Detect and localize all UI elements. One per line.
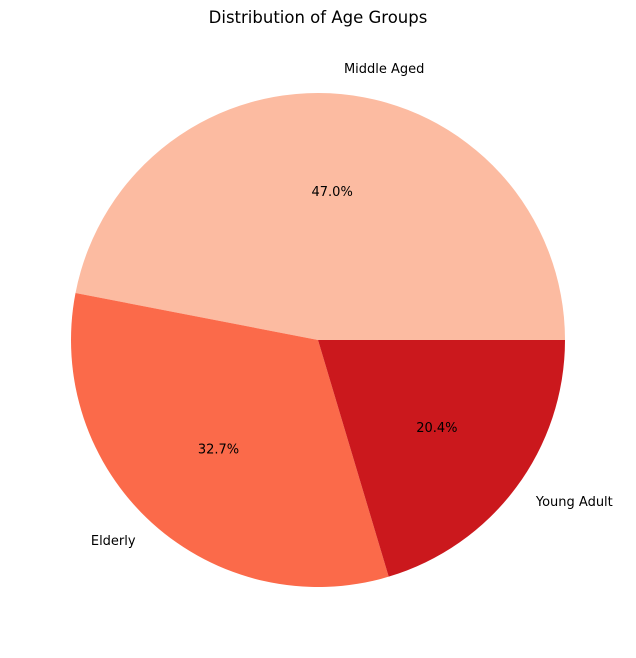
pct-label-young-adult: 20.4%	[416, 421, 457, 436]
slice-label-elderly: Elderly	[91, 534, 136, 549]
pie-slices	[70, 93, 566, 588]
pie-slice-middle-aged	[75, 93, 566, 340]
slice-label-young-adult: Young Adult	[535, 495, 613, 510]
slice-label-middle-aged: Middle Aged	[344, 62, 424, 77]
pie-labels: 47.0% Middle Aged 32.7% Elderly 20.4% Young A…	[91, 62, 613, 549]
pct-label-middle-aged: 47.0%	[312, 185, 353, 200]
chart-title: Distribution of Age Groups	[209, 8, 428, 27]
pie-slice-elderly	[70, 293, 389, 588]
pct-label-elderly: 32.7%	[198, 442, 239, 457]
pie-slice-young-adult	[318, 340, 565, 577]
